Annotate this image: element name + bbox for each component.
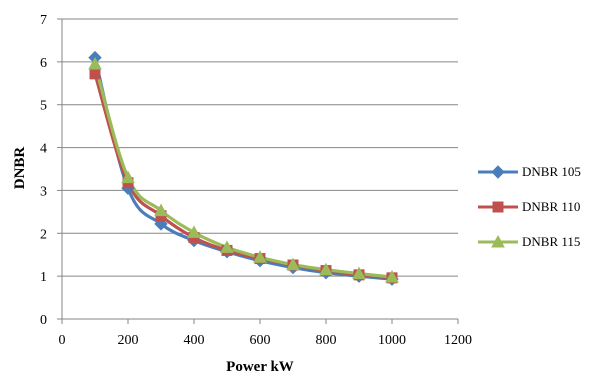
y-tick-label: 0 (40, 313, 47, 328)
data-point-dnbr-115 (220, 240, 234, 253)
marker-layer (88, 50, 399, 286)
axes (61, 19, 459, 324)
series-line-dnbr-105 (93, 57, 393, 281)
x-tick-label: 400 (184, 333, 205, 348)
legend-marker-dnbr-105 (491, 165, 505, 179)
y-tick-label: 7 (40, 13, 47, 28)
series-layer (93, 57, 393, 281)
data-point-dnbr-115 (286, 257, 300, 271)
data-point-dnbr-115 (121, 170, 135, 184)
y-axis-title: DNBR (12, 147, 28, 190)
y-tick-label: 2 (40, 227, 47, 242)
y-tick-label: 6 (40, 56, 47, 71)
x-tick-label: 1000 (378, 333, 406, 348)
x-tick-label: 800 (316, 333, 337, 348)
series-line-dnbr-115 (93, 63, 393, 279)
x-tick-label: 1200 (444, 333, 472, 348)
y-tick-label: 1 (40, 270, 47, 285)
legend-label-dnbr-110: DNBR 110 (522, 199, 580, 214)
data-point-dnbr-115 (352, 266, 366, 280)
data-point-dnbr-115 (88, 56, 102, 70)
data-point-dnbr-115 (253, 250, 267, 263)
data-point-dnbr-110 (89, 68, 101, 80)
y-tick-label: 4 (40, 142, 47, 157)
data-point-dnbr-115 (154, 203, 168, 217)
legend: DNBR 105 DNBR 110 DNBR 115 (478, 164, 581, 249)
legend-marker-dnbr-110 (492, 201, 504, 213)
data-point-dnbr-115 (385, 269, 399, 283)
legend-label-dnbr-105: DNBR 105 (522, 164, 581, 179)
data-point-dnbr-115 (187, 225, 201, 238)
x-tick-label: 0 (59, 333, 66, 348)
x-axis-title: Power kW (226, 359, 294, 374)
x-tick-label: 600 (250, 333, 271, 348)
legend-label-dnbr-115: DNBR 115 (522, 234, 580, 249)
y-tick-label: 3 (40, 184, 47, 199)
x-tick-label: 200 (118, 333, 139, 348)
y-tick-label: 5 (40, 99, 47, 114)
tick-labels: 0 1 2 3 4 5 6 7 0 200 400 600 800 1000 1200 (40, 13, 472, 348)
legend-marker-dnbr-115 (491, 234, 505, 248)
data-point-dnbr-115 (319, 262, 333, 276)
grid (57, 18, 458, 320)
